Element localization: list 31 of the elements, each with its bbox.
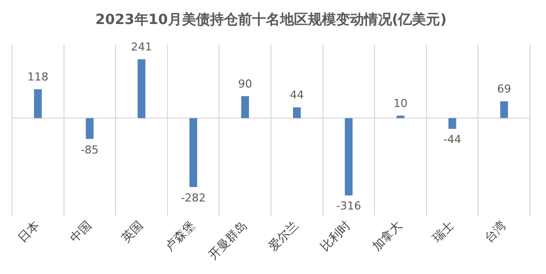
bar [189, 118, 198, 188]
x-tick-label: 日本 [15, 218, 42, 246]
x-tick-label: 瑞士 [430, 218, 457, 246]
x-tick-label: 加拿大 [369, 218, 405, 254]
bar [138, 59, 146, 118]
bar [34, 89, 42, 118]
x-tick-label: 中国 [67, 218, 94, 246]
data-label: 44 [290, 88, 304, 102]
bar [293, 107, 301, 118]
data-label: -282 [180, 191, 206, 204]
data-label: -85 [80, 143, 99, 156]
x-tick-label: 开曼群岛 [206, 218, 250, 262]
data-label: 241 [131, 40, 152, 54]
data-label: 69 [497, 82, 512, 96]
x-tick-label: 英国 [118, 218, 146, 246]
data-label: 10 [394, 97, 408, 110]
bar [396, 116, 404, 118]
data-label: 118 [27, 70, 48, 84]
data-label: -316 [336, 200, 362, 213]
bar [448, 118, 456, 129]
x-tick-label: 爱尔兰 [266, 218, 302, 254]
x-tick-label: 比利时 [318, 218, 354, 254]
chart-title: 2023年10月美债持仓前十名地区规模变动情况(亿美元) [95, 11, 447, 28]
bar [344, 118, 353, 196]
bar [241, 96, 249, 118]
bar [500, 101, 508, 118]
data-label: -44 [443, 133, 462, 146]
bar [86, 118, 94, 139]
data-label: 90 [238, 77, 252, 90]
x-tick-label: 卢森堡 [162, 218, 198, 254]
x-tick-label: 台湾 [482, 218, 508, 246]
